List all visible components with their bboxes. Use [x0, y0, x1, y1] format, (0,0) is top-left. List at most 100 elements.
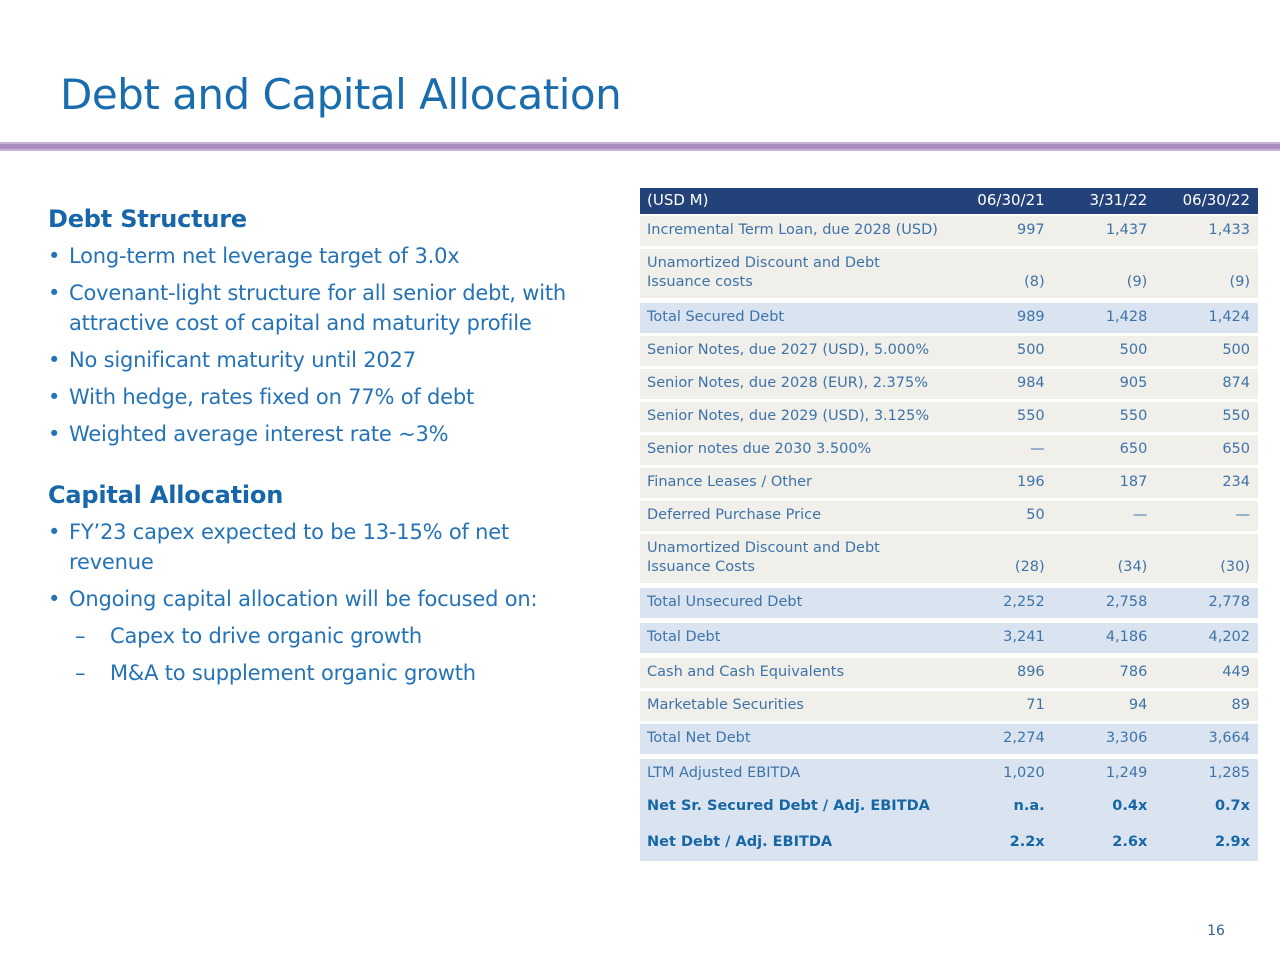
- sub-bullet-item: Capex to drive organic growth: [48, 621, 580, 651]
- section-heading: Capital Allocation: [48, 481, 284, 509]
- row-value: 989: [950, 300, 1053, 336]
- row-value: 1,285: [1155, 756, 1258, 789]
- row-value: 1,428: [1052, 300, 1156, 336]
- row-value: 984: [950, 367, 1053, 402]
- row-value: 89: [1155, 689, 1258, 724]
- table-header-row: (USD M) 06/30/21 3/31/22 06/30/22: [640, 188, 1258, 216]
- row-value: 2,252: [950, 585, 1053, 623]
- bullet-item: Long-term net leverage target of 3.0x: [48, 241, 580, 271]
- row-label: Total Secured Debt: [640, 300, 951, 336]
- row-label: Unamortized Discount and Debt Issuance c…: [640, 247, 951, 303]
- row-value: 234: [1155, 466, 1258, 501]
- section-capital-allocation: Capital Allocation FY’23 capex expected t…: [48, 481, 580, 688]
- row-value: 650: [1155, 433, 1258, 468]
- bullet-list: FY’23 capex expected to be 13-15% of net…: [48, 517, 580, 688]
- bullet-item: Weighted average interest rate ~3%: [48, 419, 580, 449]
- row-value: —: [1155, 499, 1258, 534]
- row-value: (30): [1155, 532, 1258, 588]
- row-value: (9): [1052, 247, 1156, 303]
- title-divider: [0, 142, 1280, 151]
- row-value: (9): [1155, 247, 1258, 303]
- row-value: (28): [950, 532, 1053, 588]
- page-title: Debt and Capital Allocation: [60, 70, 622, 119]
- bullet-item: No significant maturity until 2027: [48, 345, 580, 375]
- row-label: Incremental Term Loan, due 2028 (USD): [640, 215, 951, 249]
- row-value: 905: [1052, 367, 1156, 402]
- row-value: 4,202: [1155, 620, 1258, 658]
- row-value: 1,433: [1155, 215, 1258, 249]
- row-label: Total Net Debt: [640, 722, 951, 759]
- page-number: 16: [1207, 923, 1225, 939]
- table-row: Senior Notes, due 2029 (USD), 3.125% 550 5…: [640, 400, 1258, 435]
- sub-bullet-item: M&A to supplement organic growth: [48, 658, 580, 688]
- row-value: 3,306: [1052, 722, 1156, 759]
- row-value: 94: [1052, 689, 1156, 724]
- table-row: LTM Adjusted EBITDA 1,020 1,249 1,285: [640, 756, 1258, 789]
- table-header-date-3: 06/30/22: [1155, 188, 1258, 216]
- table-row: Marketable Securities 71 94 89: [640, 689, 1258, 724]
- row-value: 2.9x: [1155, 825, 1258, 861]
- bullet-list: Long-term net leverage target of 3.0x Cov…: [48, 241, 580, 449]
- row-value: 2.6x: [1052, 825, 1156, 861]
- row-value: 550: [950, 400, 1053, 435]
- row-value: 896: [950, 655, 1053, 691]
- row-value: —: [1052, 499, 1156, 534]
- row-value: 1,437: [1052, 215, 1156, 249]
- row-label: LTM Adjusted EBITDA: [640, 756, 951, 789]
- table-row: Incremental Term Loan, due 2028 (USD) 997…: [640, 215, 1258, 249]
- left-content: Debt Structure Long-term net leverage tar…: [48, 205, 580, 688]
- row-value: 187: [1052, 466, 1156, 501]
- row-label: Marketable Securities: [640, 689, 951, 724]
- row-value: 1,249: [1052, 756, 1156, 789]
- table-row: Senior Notes, due 2028 (EUR), 2.375% 984 9…: [640, 367, 1258, 402]
- row-value: 650: [1052, 433, 1156, 468]
- row-value: 786: [1052, 655, 1156, 691]
- section-debt-structure: Debt Structure Long-term net leverage tar…: [48, 205, 580, 449]
- row-value: (8): [950, 247, 1053, 303]
- row-value: (34): [1052, 532, 1156, 588]
- row-value: 550: [1052, 400, 1156, 435]
- row-label: Total Unsecured Debt: [640, 585, 951, 623]
- row-value: 449: [1155, 655, 1258, 691]
- table-header-date-1: 06/30/21: [950, 188, 1053, 216]
- table-row: Unamortized Discount and Debt Issuance c…: [640, 247, 1258, 303]
- bullet-item: FY’23 capex expected to be 13-15% of net…: [48, 517, 580, 577]
- row-label: Total Debt: [640, 620, 951, 658]
- row-value: 0.4x: [1052, 789, 1156, 825]
- row-label: Senior Notes, due 2027 (USD), 5.000%: [640, 334, 951, 369]
- bullet-item: Ongoing capital allocation will be focus…: [48, 584, 580, 614]
- bullet-item: With hedge, rates fixed on 77% of debt: [48, 382, 580, 412]
- row-value: 874: [1155, 367, 1258, 402]
- table-row: Senior Notes, due 2027 (USD), 5.000% 500 5…: [640, 334, 1258, 369]
- row-label: Deferred Purchase Price: [640, 499, 951, 534]
- row-value: 4,186: [1052, 620, 1156, 658]
- row-value: 1,020: [950, 756, 1053, 789]
- row-value: —: [950, 433, 1053, 468]
- debt-table: (USD M) 06/30/21 3/31/22 06/30/22 Increm…: [640, 188, 1258, 861]
- row-label: Unamortized Discount and Debt Issuance C…: [640, 532, 951, 588]
- table-row: Deferred Purchase Price 50— —: [640, 499, 1258, 534]
- row-label: Cash and Cash Equivalents: [640, 655, 951, 691]
- row-value: 997: [950, 215, 1053, 249]
- row-value: 3,664: [1155, 722, 1258, 759]
- table-row: Net Sr. Secured Debt / Adj. EBITDA n.a. 0.…: [640, 789, 1258, 825]
- row-value: 500: [1155, 334, 1258, 369]
- debt-capital-table: (USD M) 06/30/21 3/31/22 06/30/22 Increm…: [640, 188, 1258, 861]
- row-value: 500: [950, 334, 1053, 369]
- table-row: Total Net Debt 2,274 3,306 3,664: [640, 722, 1258, 759]
- row-label: Senior Notes, due 2029 (USD), 3.125%: [640, 400, 951, 435]
- row-label: Net Debt / Adj. EBITDA: [640, 825, 951, 861]
- table-row: Total Secured Debt 989 1,428 1,424: [640, 300, 1258, 336]
- table-row: Cash and Cash Equivalents 896 786 449: [640, 655, 1258, 691]
- table-row: Net Debt / Adj. EBITDA 2.2x 2.6x 2.9x: [640, 825, 1258, 861]
- row-label: Senior Notes, due 2028 (EUR), 2.375%: [640, 367, 951, 402]
- row-value: 2.2x: [950, 825, 1053, 861]
- row-label: Senior notes due 2030 3.500%: [640, 433, 951, 468]
- row-value: 2,758: [1052, 585, 1156, 623]
- row-value: 0.7x: [1155, 789, 1258, 825]
- table-header-date-2: 3/31/22: [1052, 188, 1156, 216]
- table-header-usd-m: (USD M): [640, 188, 951, 216]
- row-value: 550: [1155, 400, 1258, 435]
- table-row: Total Debt 3,241 4,186 4,202: [640, 620, 1258, 658]
